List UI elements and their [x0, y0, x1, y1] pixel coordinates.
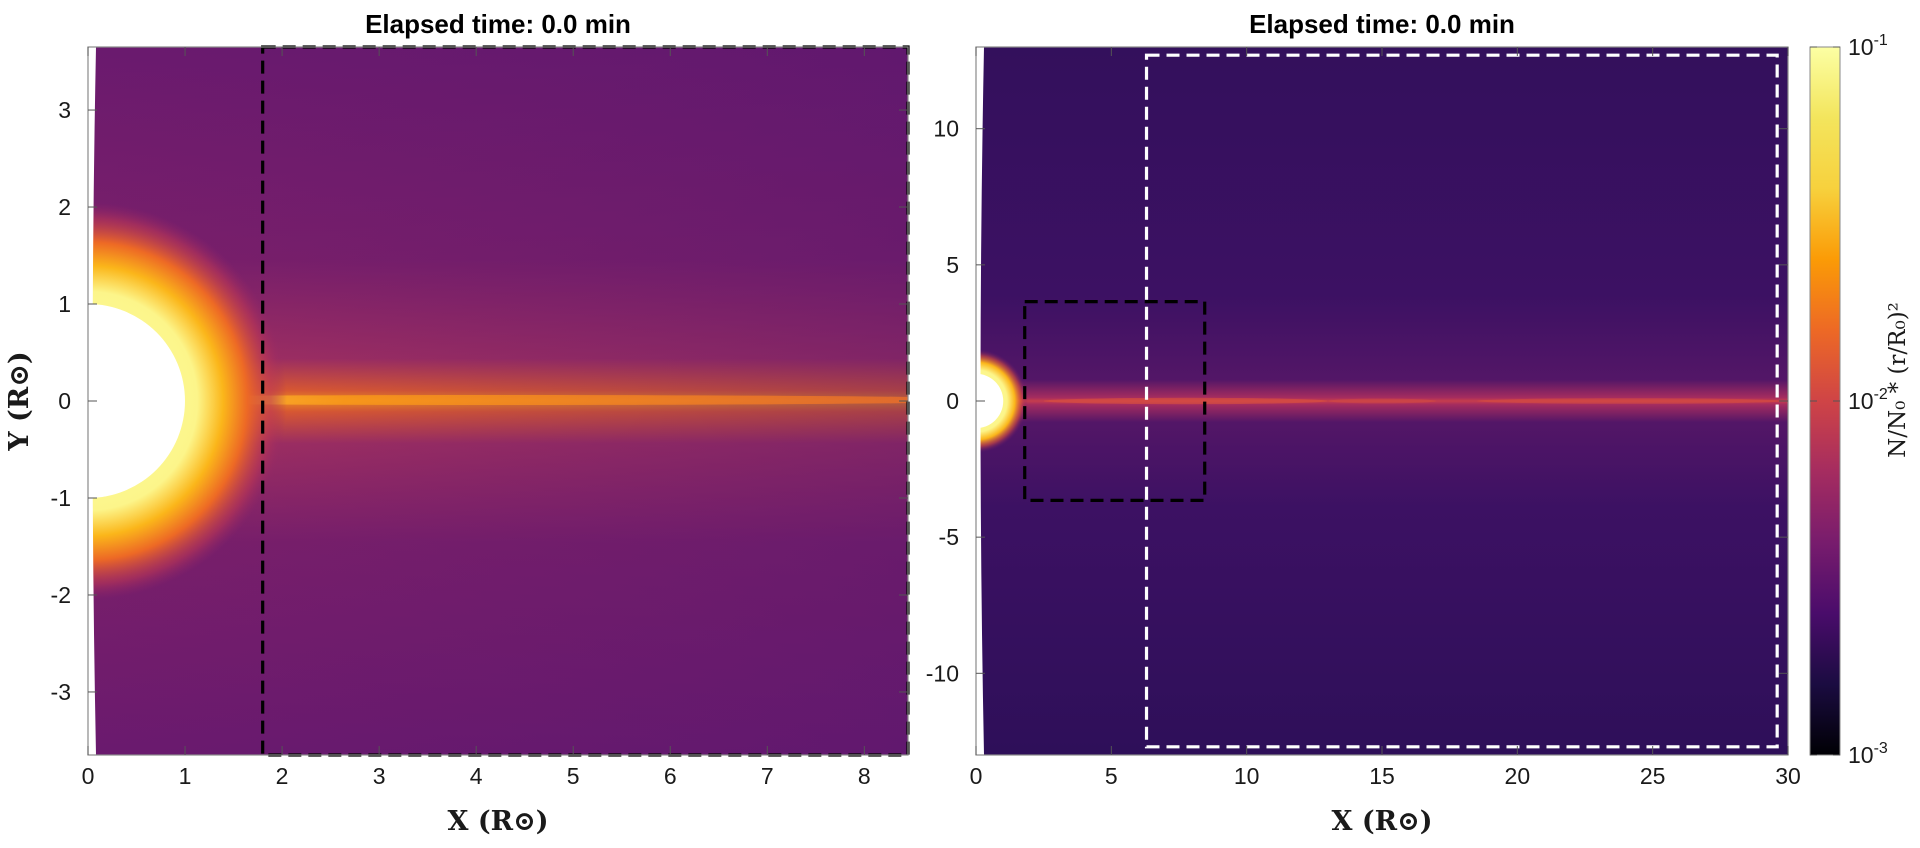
left-y-tick-label: 3	[58, 97, 71, 123]
colorbar-tick-base: 10	[1848, 34, 1874, 60]
right-y-tick-label: -5	[939, 524, 959, 550]
right-occulter-disk	[976, 373, 1004, 429]
left-x-tick-label: 6	[664, 763, 677, 789]
left-y-tick-label: -1	[51, 485, 71, 511]
right-y-tick-label: 10	[933, 116, 959, 142]
left-y-ticks: -3 -2 -1 0 1 2 3	[51, 97, 908, 705]
right-streamer-segment	[1043, 397, 1328, 405]
right-heatmap	[976, 47, 1788, 755]
colorbar-tick-base: 10	[1848, 388, 1874, 414]
colorbar-tick-exponent: -3	[1874, 740, 1888, 757]
left-x-axis-label: X (R⊙)	[448, 806, 549, 837]
left-x-tick-label: 8	[858, 763, 871, 789]
right-x-tick-label: 10	[1234, 763, 1260, 789]
right-x-axis-label: X (R⊙)	[1332, 806, 1433, 837]
right-x-tick-label: 15	[1369, 763, 1395, 789]
right-overlay-boxes	[1023, 53, 1779, 749]
right-panel: 0 5 10 15 20 25 30 -10 -5 0 5 10 Elapsed time: 0.0…	[926, 9, 1801, 837]
left-heatmap	[88, 47, 908, 755]
right-x-ticks: 0 5 10 15 20 25 30	[970, 47, 1801, 789]
left-x-tick-label: 3	[373, 763, 386, 789]
left-x-tick-label: 0	[82, 763, 95, 789]
colorbar-tick-exponent: -1	[1874, 32, 1888, 49]
left-x-tick-label: 7	[761, 763, 774, 789]
left-x-tick-label: 4	[470, 763, 483, 789]
left-x-ticks: 0 1 2 3 4 5 6 7 8	[82, 47, 871, 789]
left-chart-title: Elapsed time: 0.0 min	[365, 9, 631, 39]
left-y-tick-label: -2	[51, 582, 71, 608]
left-y-tick-label: -3	[51, 679, 71, 705]
right-x-tick-label: 0	[970, 763, 983, 789]
left-occulter-disk	[88, 304, 185, 498]
left-y-tick-label: 1	[58, 291, 71, 317]
right-y-tick-label: 0	[946, 388, 959, 414]
left-panel: 0 1 2 3 4 5 6 7 8 -3 -2 -1 0 1 2 3 Elapsed time: 0.0 m…	[4, 9, 910, 837]
right-chart-title: Elapsed time: 0.0 min	[1249, 9, 1515, 39]
colorbar-tick-label: 10-2	[1848, 386, 1888, 414]
colorbar-ticks: 10-110-210-3	[1810, 32, 1888, 768]
left-y-tick-label: 0	[58, 388, 71, 414]
right-inner-box	[1023, 300, 1207, 502]
left-x-tick-label: 1	[179, 763, 192, 789]
right-streamer-segment	[1476, 398, 1783, 404]
colorbar-tick-label: 10-1	[1848, 32, 1888, 60]
right-streamer-segment	[1327, 398, 1437, 404]
right-x-tick-label: 20	[1505, 763, 1531, 789]
colorbar-tick-base: 10	[1848, 742, 1874, 768]
left-x-tick-label: 2	[276, 763, 289, 789]
right-y-tick-label: -10	[926, 660, 959, 686]
left-streamer-core	[88, 395, 908, 405]
right-x-tick-label: 25	[1640, 763, 1666, 789]
right-x-tick-label: 30	[1775, 763, 1801, 789]
left-y-tick-label: 2	[58, 194, 71, 220]
left-x-tick-label: 5	[567, 763, 580, 789]
colorbar-label: N/N₀ * (r/R₀)²	[1885, 302, 1911, 458]
colorbar-tick-label: 10-3	[1848, 740, 1888, 768]
right-y-ticks: -10 -5 0 5 10	[926, 116, 1788, 686]
right-y-tick-label: 5	[946, 252, 959, 278]
right-x-tick-label: 5	[1105, 763, 1118, 789]
colorbar: 10-110-210-3 N/N₀ * (r/R₀)²	[1809, 32, 1911, 768]
colorbar-tick-exponent: -2	[1874, 386, 1888, 403]
left-y-axis-label: Y (R⊙)	[4, 351, 35, 451]
left-corona-glow	[88, 202, 287, 600]
